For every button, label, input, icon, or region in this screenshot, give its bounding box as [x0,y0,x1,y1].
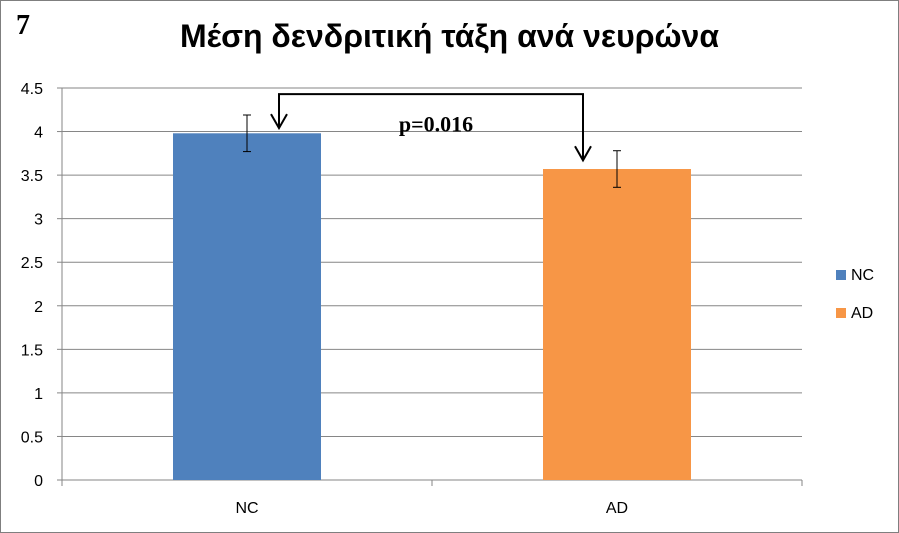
bar-nc [173,133,321,480]
legend-swatch [836,308,846,318]
arrow-head-right [574,145,592,163]
p-value-label: p=0.016 [399,112,473,137]
x-category-label: NC [235,500,258,517]
y-tick-labels: 0 0.5 1 1.5 2 2.5 3 3.5 4 4.5 [21,81,43,490]
chart-title: Μέση δενδριτική τάξη ανά νευρώνα [179,18,720,54]
y-tick-label: 2.5 [21,255,43,272]
panel-label: 7 [16,10,30,41]
significance-annotation: p=0.016 [270,93,592,163]
legend-label: NC [851,267,874,284]
legend: NC AD [836,267,874,322]
y-tick-label: 3 [34,212,43,229]
bars [173,133,691,480]
y-tick-label: 1.5 [21,342,43,359]
y-tick-label: 4.5 [21,81,43,98]
y-tick-label: 4 [34,125,43,142]
y-tick-label: 2 [34,299,43,316]
x-category-label: AD [606,500,628,517]
significance-bracket [278,93,584,161]
y-tick-label: 1 [34,386,43,403]
y-tick-label: 0.5 [21,429,43,446]
legend-label: AD [851,305,873,322]
error-bars [243,114,621,188]
y-tick-label: 3.5 [21,168,43,185]
x-category-labels: NC AD [235,500,628,517]
arrow-head-left [270,113,288,131]
y-tick-label: 0 [34,473,43,490]
bar-ad [543,169,691,480]
legend-swatch [836,270,846,280]
